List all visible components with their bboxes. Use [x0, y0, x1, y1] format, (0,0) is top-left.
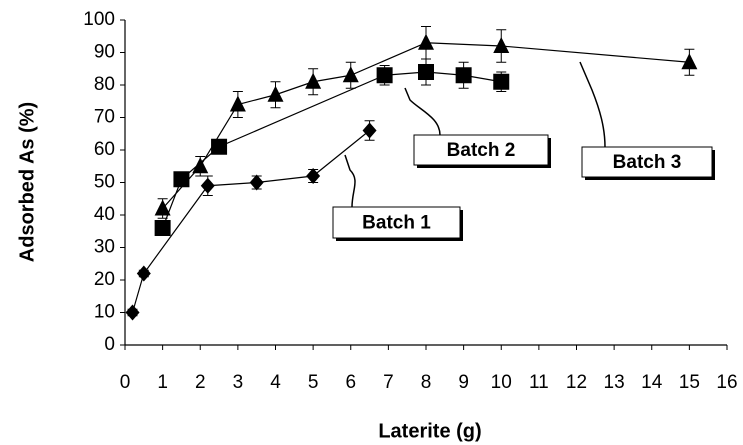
marker	[342, 66, 359, 83]
x-axis-title: Laterite (g)	[378, 420, 481, 442]
marker	[154, 199, 171, 216]
annotation-box	[413, 134, 549, 166]
y-tick-label: 100	[83, 9, 115, 30]
x-tick-label: 12	[566, 372, 587, 393]
x-tick-label: 4	[270, 372, 281, 393]
y-tick-label: 20	[94, 269, 115, 290]
marker	[362, 122, 377, 139]
x-tick-label: 1	[157, 372, 168, 393]
marker	[125, 304, 140, 321]
marker	[249, 174, 264, 191]
series-line	[131, 130, 370, 313]
annotation-arrow	[404, 87, 441, 136]
y-tick-label: 80	[94, 74, 115, 95]
marker	[229, 95, 246, 112]
annotation-arrow	[579, 61, 606, 148]
marker	[418, 64, 434, 80]
annotation-box	[332, 206, 461, 239]
y-tick-label: 90	[94, 42, 115, 63]
x-tick-label: 15	[679, 372, 700, 393]
y-tick-label: 0	[104, 334, 115, 355]
marker	[136, 265, 151, 282]
x-tick-label: 10	[491, 372, 512, 393]
marker	[493, 73, 510, 90]
marker	[376, 67, 393, 84]
marker	[455, 67, 472, 84]
annotation-box	[581, 146, 713, 178]
y-axis-title: Adsorbed As (%)	[16, 102, 38, 262]
y-tick-label: 30	[94, 237, 115, 258]
annotation: Batch 3	[613, 152, 682, 173]
marker	[192, 157, 209, 174]
x-tick-label: 13	[604, 372, 625, 393]
x-tick-label: 2	[195, 372, 206, 393]
x-tick-label: 9	[458, 372, 469, 393]
x-tick-label: 8	[421, 372, 432, 393]
annotation: Batch 2	[447, 140, 516, 161]
marker	[493, 37, 510, 53]
y-tick-label: 60	[94, 139, 115, 160]
x-tick-label: 16	[716, 372, 737, 393]
marker	[305, 72, 322, 89]
marker	[154, 220, 171, 236]
marker	[200, 177, 215, 194]
y-tick-label: 40	[94, 204, 115, 225]
marker	[306, 168, 321, 184]
y-tick-label: 50	[94, 172, 115, 193]
x-tick-label: 3	[233, 372, 244, 393]
annotation: Batch 1	[362, 213, 431, 234]
marker	[418, 33, 434, 50]
y-tick-label: 10	[94, 302, 115, 323]
x-tick-label: 11	[529, 372, 549, 393]
x-tick-label: 6	[345, 372, 356, 393]
marker	[681, 53, 698, 70]
annotation-arrow	[344, 154, 356, 208]
x-tick-label: 5	[308, 372, 319, 393]
marker	[211, 138, 228, 155]
x-tick-label: 14	[641, 372, 663, 393]
x-tick-label: 7	[383, 372, 394, 393]
y-tick-label: 70	[94, 107, 115, 128]
marker	[173, 171, 190, 188]
marker	[267, 85, 284, 102]
x-tick-label: 0	[120, 372, 131, 393]
